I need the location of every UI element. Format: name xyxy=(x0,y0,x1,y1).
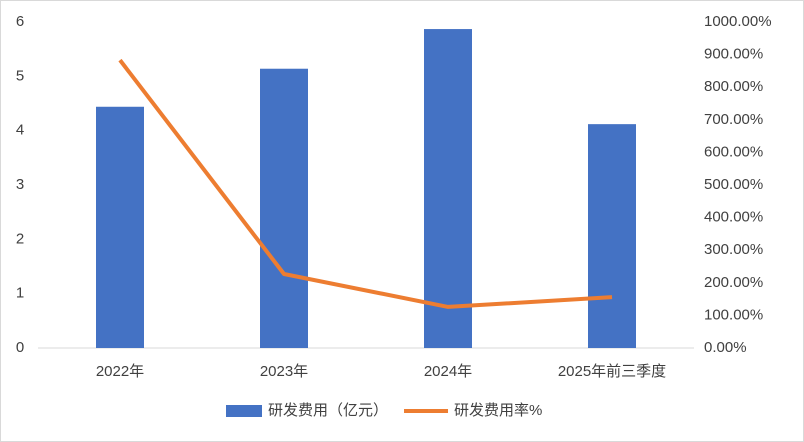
y-tick-label: 0 xyxy=(16,339,24,356)
line xyxy=(118,58,613,309)
bar xyxy=(588,124,636,348)
y2-tick-label: 200.00% xyxy=(704,274,763,291)
y2-tick-label: 900.00% xyxy=(704,46,763,63)
y-tick-label: 6 xyxy=(16,13,24,30)
y-tick-label: 3 xyxy=(16,176,24,193)
y2-tick-label: 600.00% xyxy=(704,143,763,160)
legend-label: 研发费用（亿元） xyxy=(268,402,388,419)
legend-swatch xyxy=(226,405,262,417)
y2-tick-label: 400.00% xyxy=(704,209,763,226)
x-tick-label: 2022年 xyxy=(96,363,144,380)
x-tick-label: 2024年 xyxy=(424,363,472,380)
y2-tick-label: 100.00% xyxy=(704,306,763,323)
y-tick-label: 1 xyxy=(16,285,24,302)
bar xyxy=(424,29,472,349)
y2-tick-label: 1000.00% xyxy=(704,13,772,30)
y2-tick-label: 300.00% xyxy=(704,241,763,258)
x-tick-label: 2023年 xyxy=(260,363,308,380)
y2-tick-label: 500.00% xyxy=(704,176,763,193)
bar xyxy=(96,106,144,348)
bar xyxy=(260,68,308,348)
y-tick-label: 4 xyxy=(16,122,24,139)
y-tick-label: 2 xyxy=(16,230,24,247)
x-tick-label: 2025年前三季度 xyxy=(558,363,666,380)
y2-tick-label: 700.00% xyxy=(704,111,763,128)
y-tick-label: 5 xyxy=(16,67,24,84)
legend-label: 研发费用率% xyxy=(454,402,542,419)
y2-tick-label: 0.00% xyxy=(704,339,747,356)
y2-tick-label: 800.00% xyxy=(704,78,763,95)
